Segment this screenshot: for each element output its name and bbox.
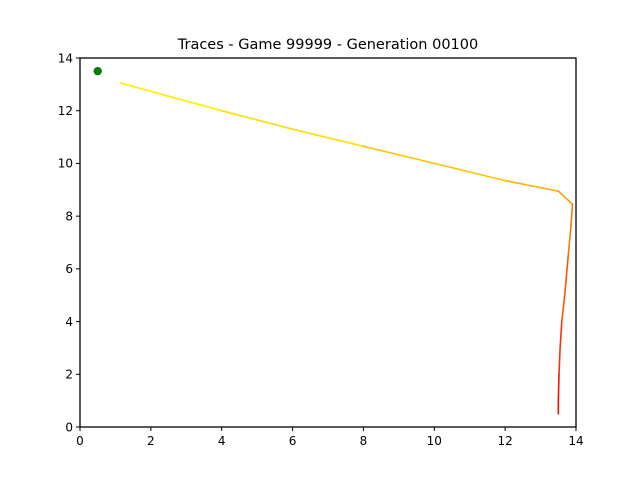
x-tick-label: 4 (218, 434, 226, 448)
trace-segment-0 (119, 82, 223, 112)
axis-ticks: 0 2 4 6 8 10 12 14 0 2 4 6 8 10 12 14 (58, 51, 584, 448)
trace-segment-4 (557, 190, 574, 206)
y-tick-label: 2 (65, 368, 73, 382)
y-tick-label: 8 (65, 209, 73, 223)
y-tick-label: 6 (65, 262, 73, 276)
trace-segment-8 (557, 373, 560, 415)
x-tick-label: 12 (498, 434, 513, 448)
plot-area (93, 66, 574, 415)
x-tick-label: 14 (568, 434, 583, 448)
trace-segment-7 (558, 320, 563, 376)
y-tick-label: 14 (58, 51, 73, 65)
y-tick-label: 4 (65, 315, 73, 329)
trace-segment-2 (362, 145, 506, 182)
trace-segment-3 (504, 179, 560, 192)
x-tick-label: 6 (289, 434, 297, 448)
x-tick-label: 0 (76, 434, 84, 448)
chart-title: Traces - Game 99999 - Generation 00100 (177, 37, 478, 53)
trace-segment-5 (567, 203, 574, 257)
y-tick-label: 10 (58, 157, 73, 171)
x-tick-label: 8 (360, 434, 368, 448)
start-marker (93, 66, 102, 76)
y-tick-label: 0 (65, 420, 73, 434)
x-tick-label: 2 (147, 434, 155, 448)
x-tick-label: 10 (427, 434, 442, 448)
axes-frame (79, 57, 577, 428)
trace-segment-6 (560, 254, 570, 323)
trace-segment-1 (220, 109, 365, 148)
y-tick-label: 12 (58, 104, 73, 118)
